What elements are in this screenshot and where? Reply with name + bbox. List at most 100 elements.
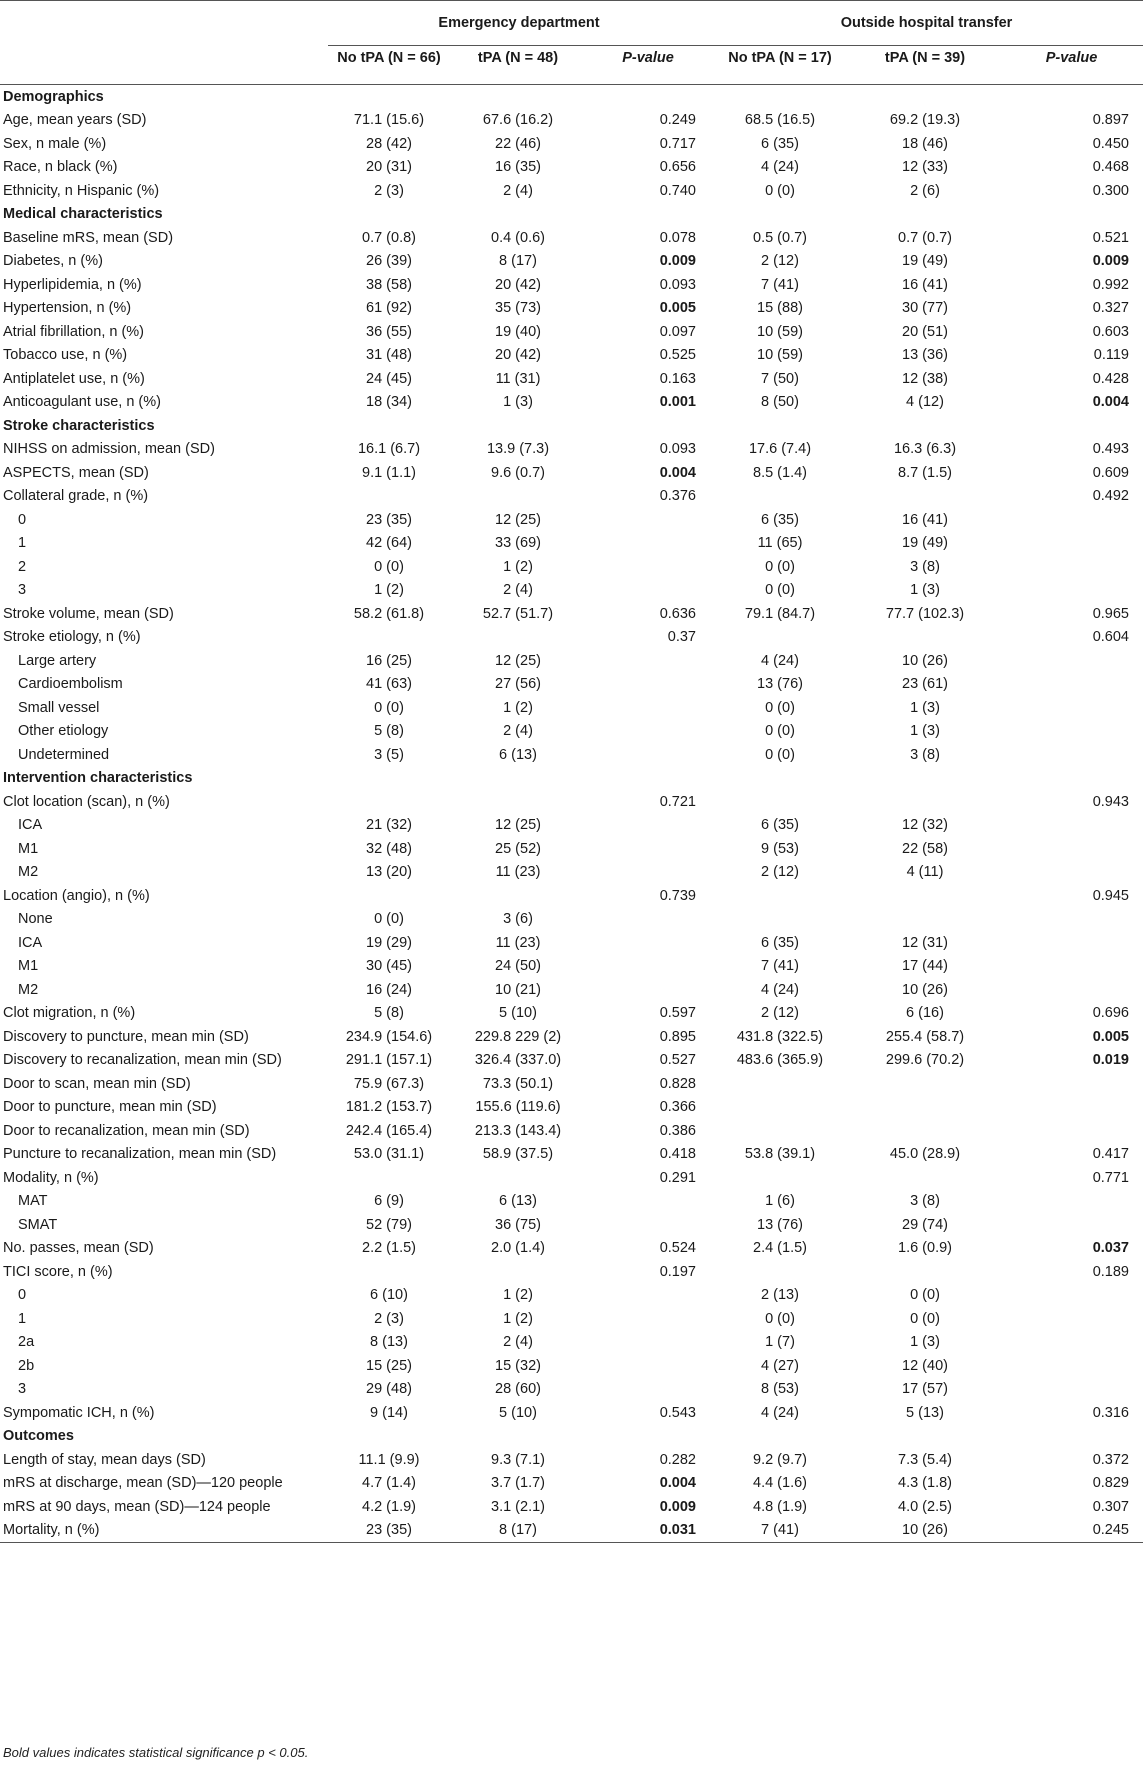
value-cell: 9 (14) xyxy=(370,1404,408,1421)
value-cell: 17 (57) xyxy=(902,1381,948,1398)
row-label: None xyxy=(18,911,53,928)
table-row: Clot migration, n (%) 5 (8) 5 (10) 0.597 2 (… xyxy=(0,1002,1143,1026)
value-cell xyxy=(328,1260,450,1284)
p-value-cell xyxy=(586,555,710,579)
p-value-cell xyxy=(586,1284,710,1308)
row-label: Sympomatic ICH, n (%) xyxy=(3,1404,155,1421)
value-cell xyxy=(450,485,586,509)
row-label: Door to puncture, mean min (SD) xyxy=(3,1099,217,1116)
value-cell: 25 (52) xyxy=(495,840,541,857)
value-cell xyxy=(850,790,1000,814)
value-cell xyxy=(328,626,450,650)
value-cell: 12 (31) xyxy=(902,934,948,951)
subcategory-row: SMAT 52 (79) 36 (75) 13 (76) 29 (74) xyxy=(0,1213,1143,1237)
value-cell xyxy=(850,203,1000,227)
value-cell: 7 (50) xyxy=(761,370,799,387)
section-label: Demographics xyxy=(3,88,104,105)
p-value-cell: 0.428 xyxy=(1092,370,1129,387)
value-cell: 5 (10) xyxy=(499,1005,537,1022)
value-cell: 4.0 (2.5) xyxy=(898,1498,952,1515)
value-cell xyxy=(850,908,1000,932)
p-value-cell: 0.492 xyxy=(1092,488,1129,505)
value-cell xyxy=(850,884,1000,908)
row-label: M1 xyxy=(18,840,39,857)
value-cell: 9.2 (9.7) xyxy=(753,1451,807,1468)
value-cell: 8 (17) xyxy=(499,253,537,270)
p-value-cell: 0.609 xyxy=(1092,464,1129,481)
p-value-cell xyxy=(586,814,710,838)
value-cell: 12 (33) xyxy=(902,159,948,176)
value-cell: 255.4 (58.7) xyxy=(885,1028,965,1045)
value-cell: 0 (0) xyxy=(910,1287,940,1304)
value-cell: 1 (2) xyxy=(503,1310,533,1327)
p-value-cell xyxy=(1000,1119,1143,1143)
value-cell: 0.4 (0.6) xyxy=(491,229,545,246)
p-value-cell xyxy=(1000,743,1143,767)
value-cell: 19 (40) xyxy=(495,323,541,340)
row-label: M2 xyxy=(18,981,39,998)
value-cell: 20 (51) xyxy=(902,323,948,340)
subcategory-row: 0 23 (35) 12 (25) 6 (35) 16 (41) xyxy=(0,508,1143,532)
p-value-cell xyxy=(1000,508,1143,532)
p-value-cell xyxy=(586,203,710,227)
p-value-cell: 0.189 xyxy=(1092,1263,1129,1280)
p-value-cell xyxy=(586,1307,710,1331)
p-value-cell: 0.521 xyxy=(1092,229,1129,246)
column-header-variable xyxy=(0,46,328,85)
value-cell: 4 (27) xyxy=(761,1357,799,1374)
subcategory-row: M2 13 (20) 11 (23) 2 (12) 4 (11) xyxy=(0,861,1143,885)
subcategory-row: ICA 19 (29) 11 (23) 6 (35) 12 (31) xyxy=(0,931,1143,955)
value-cell: 0 (0) xyxy=(765,1310,795,1327)
value-cell xyxy=(328,1166,450,1190)
table-row: Sex, n male (%) 28 (42) 22 (46) 0.717 6 (35)… xyxy=(0,132,1143,156)
value-cell: 23 (35) xyxy=(366,1522,412,1539)
section-label: Intervention characteristics xyxy=(3,770,193,787)
value-cell: 1.6 (0.9) xyxy=(898,1240,952,1257)
value-cell: 3.1 (2.1) xyxy=(491,1498,545,1515)
value-cell: 10 (21) xyxy=(495,981,541,998)
p-value-cell xyxy=(586,1354,710,1378)
section-header-row: Stroke characteristics xyxy=(0,414,1143,438)
row-label: Stroke etiology, n (%) xyxy=(3,629,141,646)
table-row: Race, n black (%) 20 (31) 16 (35) 0.656 4 (2… xyxy=(0,156,1143,180)
value-cell: 291.1 (157.1) xyxy=(345,1052,433,1069)
p-value-cell xyxy=(1000,720,1143,744)
value-cell: 8.5 (1.4) xyxy=(753,464,807,481)
p-value-cell: 0.004 xyxy=(659,464,696,481)
subcategory-row: ICA 21 (32) 12 (25) 6 (35) 12 (32) xyxy=(0,814,1143,838)
value-cell: 28 (42) xyxy=(366,135,412,152)
value-cell: 45.0 (28.9) xyxy=(889,1146,961,1163)
value-cell xyxy=(710,767,850,791)
p-value-cell: 0.366 xyxy=(659,1099,696,1116)
value-cell: 9.3 (7.1) xyxy=(491,1451,545,1468)
value-cell xyxy=(710,203,850,227)
value-cell: 52 (79) xyxy=(366,1216,412,1233)
value-cell: 12 (40) xyxy=(902,1357,948,1374)
value-cell: 31 (48) xyxy=(366,347,412,364)
table-row: Diabetes, n (%) 26 (39) 8 (17) 0.009 2 (12) 1… xyxy=(0,250,1143,274)
p-value-cell xyxy=(1000,908,1143,932)
value-cell: 6 (13) xyxy=(499,746,537,763)
value-cell xyxy=(710,626,850,650)
value-cell: 22 (46) xyxy=(495,135,541,152)
value-cell: 16 (41) xyxy=(902,276,948,293)
p-value-cell xyxy=(586,743,710,767)
p-value-cell: 0.527 xyxy=(659,1052,696,1069)
value-cell: 19 (49) xyxy=(902,535,948,552)
value-cell: 6 (10) xyxy=(370,1287,408,1304)
row-label: Discovery to recanalization, mean min (S… xyxy=(3,1052,282,1069)
p-value-cell: 0.721 xyxy=(659,793,696,810)
empty-corner xyxy=(0,1,328,46)
row-label: Race, n black (%) xyxy=(3,159,118,176)
row-label: Door to scan, mean min (SD) xyxy=(3,1075,191,1092)
value-cell: 0 (0) xyxy=(374,558,404,575)
value-cell: 4 (24) xyxy=(761,981,799,998)
value-cell: 1 (3) xyxy=(910,723,940,740)
value-cell: 0 (0) xyxy=(765,182,795,199)
value-cell: 13 (76) xyxy=(757,1216,803,1233)
p-value-cell: 0.245 xyxy=(1092,1522,1129,1539)
value-cell: 30 (77) xyxy=(902,300,948,317)
value-cell: 77.7 (102.3) xyxy=(885,605,965,622)
value-cell: 2 (3) xyxy=(374,182,404,199)
